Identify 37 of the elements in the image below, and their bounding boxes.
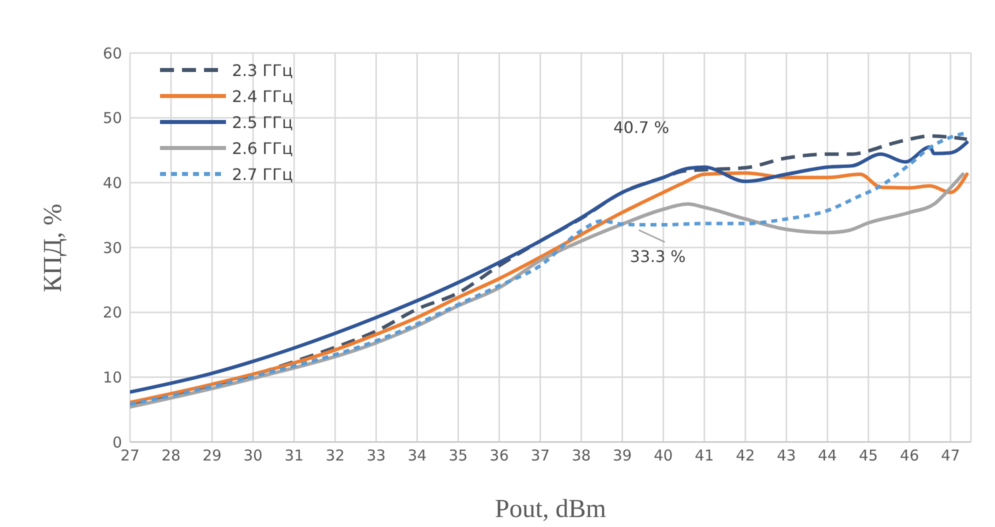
x-tick-label: 37 — [530, 446, 550, 465]
x-tick-label: 31 — [284, 446, 304, 465]
y-tick-label: 60 — [102, 44, 122, 62]
x-tick-label: 30 — [244, 446, 263, 465]
legend-label: 2.4 ГГц — [232, 86, 293, 106]
x-tick-label: 35 — [448, 446, 468, 465]
annotation: 40.7 % — [613, 118, 670, 138]
x-tick-label: 41 — [694, 446, 714, 465]
y-tick-label: 40 — [102, 174, 122, 192]
x-tick-label: 34 — [408, 446, 427, 465]
x-tick-label: 45 — [858, 446, 878, 465]
x-tick-label: 33 — [366, 446, 386, 465]
y-tick-label: 0 — [112, 433, 122, 452]
x-tick-label: 29 — [202, 446, 222, 465]
legend-label: 2.3 ГГц — [232, 60, 293, 80]
legend-label: 2.5 ГГц — [232, 112, 293, 132]
x-axis-title: Pout, dBm — [494, 494, 608, 524]
x-tick-label: 32 — [326, 446, 345, 465]
y-tick-label: 50 — [102, 109, 122, 128]
x-tick-label: 38 — [572, 446, 591, 465]
y-tick-label: 30 — [102, 238, 122, 257]
x-tick-label: 27 — [120, 446, 140, 465]
legend-label: 2.6 ГГц — [232, 138, 293, 158]
annotation: 33.3 % — [630, 247, 686, 266]
y-tick-label: 10 — [102, 368, 122, 386]
x-tick-label: 43 — [776, 446, 796, 465]
y-tick-label: 20 — [102, 304, 122, 322]
y-axis-title: КПД, % — [38, 204, 68, 292]
x-tick-label: 44 — [818, 446, 837, 465]
x-tick-label: 40 — [654, 446, 673, 465]
legend-label: 2.7 ГГц — [232, 164, 293, 184]
x-tick-label: 47 — [940, 446, 960, 465]
x-tick-label: 36 — [490, 446, 509, 465]
x-tick-label: 28 — [161, 446, 181, 465]
x-tick-label: 39 — [612, 446, 632, 465]
x-tick-label: 42 — [736, 446, 755, 465]
x-tick-label: 46 — [900, 446, 920, 465]
